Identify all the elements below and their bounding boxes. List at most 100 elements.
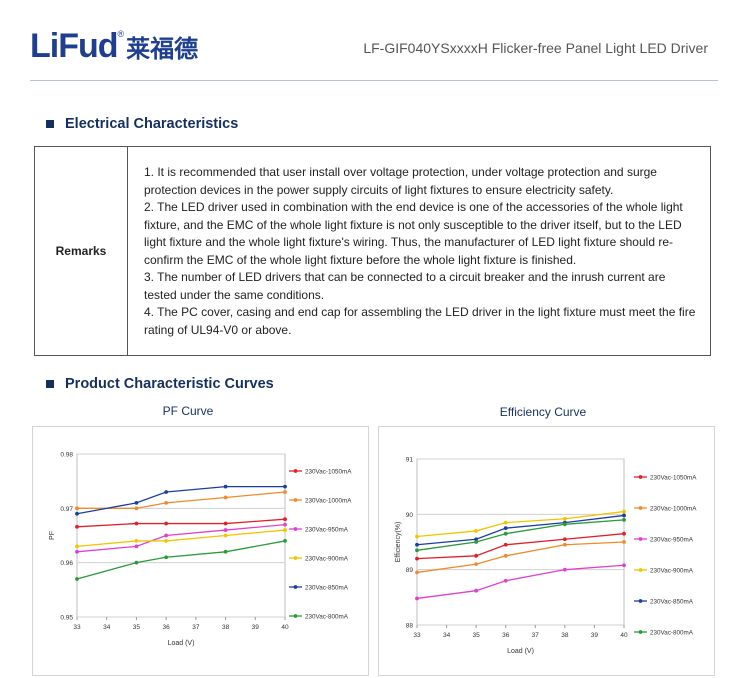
eff-legend-marker (638, 568, 643, 572)
eff-data-point (503, 553, 508, 558)
eff-data-point (474, 537, 479, 542)
pf-data-point (223, 533, 228, 538)
eff-data-point (503, 520, 508, 525)
pf-data-point (223, 528, 228, 532)
eff-x-tick-label: 34 (443, 632, 451, 639)
pf-x-tick-label: 35 (133, 624, 141, 631)
eff-data-point (415, 534, 419, 539)
curves-heading: Product Characteristic Curves (46, 376, 274, 392)
pf-data-point (164, 521, 169, 526)
eff-data-point (474, 529, 479, 533)
eff-x-tick-label: 35 (473, 632, 481, 639)
pf-legend-label: 230Vac-900mA (305, 555, 349, 562)
pf-data-point (134, 560, 139, 565)
pf-y-tick-label: 0.96 (60, 560, 73, 567)
pf-data-point (75, 549, 79, 554)
square-bullet-icon (46, 120, 54, 128)
remarks-table: Remarks 1. It is recommended that user i… (34, 146, 711, 356)
eff-data-point (622, 563, 626, 568)
eff-legend-label: 230Vac-1000mA (650, 505, 697, 512)
eff-data-point (622, 531, 626, 536)
pf-data-point (164, 490, 169, 494)
document-title: LF-GIF040YSxxxxH Flicker-free Panel Ligh… (363, 40, 708, 56)
pf-data-point (223, 484, 228, 489)
eff-data-point (622, 517, 626, 522)
eff-data-point (503, 578, 508, 583)
eff-data-point (562, 516, 567, 521)
pf-legend-label: 230Vac-950mA (305, 526, 349, 533)
header-divider (30, 80, 718, 81)
eff-x-tick-label: 33 (413, 632, 421, 639)
pf-legend-label: 230Vac-1000mA (305, 497, 352, 504)
eff-data-point (415, 570, 419, 575)
pf-legend-label: 230Vac-850mA (305, 584, 349, 591)
eff-data-point (474, 588, 479, 593)
pf-chart-svg: 0.95 0.96 0.97 0.98 33 34 35 36 37 38 39 40 Load (V)… (49, 452, 352, 648)
pf-chart: 0.95 0.96 0.97 0.98 33 34 35 36 37 38 39 40 Load (V)… (32, 426, 369, 676)
curves-heading-text: Product Characteristic Curves (65, 376, 274, 392)
pf-legend-marker (293, 556, 298, 560)
eff-y-axis-label: Efficiency(%) (395, 522, 402, 563)
pf-data-point (164, 533, 169, 538)
pf-data-point (75, 577, 79, 581)
efficiency-chart-svg: 88 89 90 91 33 34 35 36 37 38 39 40 Load (V) Efficien… (395, 457, 697, 656)
pf-data-point (283, 484, 287, 489)
eff-legend-label: 230Vac-1050mA (650, 474, 697, 481)
pf-data-point (223, 549, 228, 554)
pf-data-point (75, 524, 79, 529)
pf-data-point (164, 501, 169, 505)
eff-data-point (562, 567, 567, 572)
logo-chinese-text: 莱福德 (126, 34, 199, 63)
pf-data-point (75, 506, 79, 511)
pf-data-point (164, 555, 169, 560)
eff-data-point (503, 542, 508, 547)
pf-y-axis-label: PF (49, 531, 56, 540)
pf-plot-area (76, 453, 286, 618)
logo-registered-mark: ® (117, 29, 125, 39)
eff-legend-marker (638, 475, 643, 479)
pf-data-point (223, 521, 228, 526)
eff-legend-label: 230Vac-850mA (650, 598, 694, 605)
pf-x-axis-label: Load (V) (168, 640, 195, 647)
eff-data-point (622, 540, 626, 544)
eff-x-tick-label: 36 (502, 632, 510, 639)
pf-data-point (75, 544, 79, 549)
eff-data-point (415, 556, 419, 561)
eff-x-tick-label: 38 (561, 632, 569, 639)
eff-data-point (503, 531, 508, 536)
remarks-label: Remarks (35, 147, 128, 355)
pf-x-tick-label: 39 (252, 624, 260, 631)
pf-x-tick-label: 36 (163, 624, 171, 631)
pf-data-point (283, 522, 287, 527)
eff-x-tick-label: 37 (532, 632, 540, 639)
square-bullet-icon (46, 380, 54, 388)
eff-data-point (415, 596, 419, 601)
pf-data-point (134, 521, 139, 526)
pf-data-point (134, 501, 139, 505)
page-header: LiFud ® 莱福德 LF-GIF040YSxxxxH Flicker-fre… (0, 0, 730, 82)
remark-3: 3. The number of LED drivers that can be… (144, 270, 666, 302)
eff-x-tick-label: 39 (591, 632, 599, 639)
pf-x-tick-label: 34 (103, 624, 111, 631)
electrical-heading: Electrical Characteristics (46, 116, 238, 132)
eff-y-tick-label: 91 (406, 457, 414, 464)
pf-legend-label: 230Vac-800mA (305, 613, 349, 620)
eff-legend-label: 230Vac-900mA (650, 567, 694, 574)
logo-text: LiFud (30, 26, 119, 65)
eff-y-tick-label: 90 (406, 512, 414, 519)
eff-data-point (415, 548, 419, 553)
eff-legend-label: 230Vac-800mA (650, 629, 694, 636)
pf-data-point (134, 539, 139, 543)
eff-y-tick-label: 89 (406, 567, 414, 574)
pf-y-tick-label: 0.97 (60, 506, 73, 513)
pf-legend-marker (293, 614, 298, 618)
pf-x-tick-label: 40 (281, 624, 289, 631)
eff-legend-marker (638, 506, 643, 510)
eff-legend-marker (638, 599, 643, 603)
lifud-logo: LiFud ® 莱福德 (30, 26, 198, 66)
eff-x-axis-label: Load (V) (507, 648, 534, 655)
eff-data-point (562, 542, 567, 547)
eff-data-point (622, 509, 626, 514)
pf-y-tick-label: 0.95 (60, 615, 73, 622)
eff-data-point (562, 537, 567, 542)
